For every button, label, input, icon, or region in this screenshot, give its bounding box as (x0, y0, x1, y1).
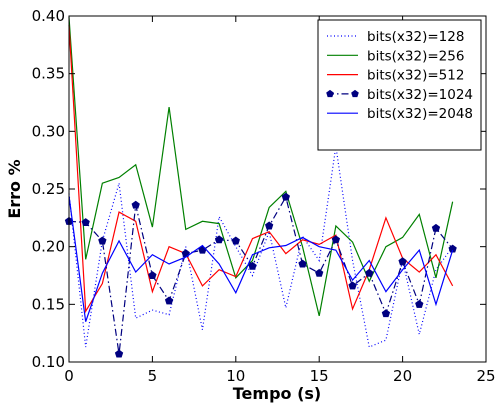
legend-marker (326, 89, 334, 98)
y-tick-label: 0.15 (32, 295, 65, 313)
y-tick-label: 0.35 (32, 65, 65, 83)
series-4-point (81, 218, 90, 226)
series-4-point (298, 259, 307, 268)
legend-box (317, 19, 482, 151)
series-4-point (431, 223, 441, 232)
legend: bits(x32)=128 bits(x32)=256 bits(x32)=512 b… (317, 19, 482, 151)
series-4-point (331, 235, 341, 244)
y-tick-label: 0.10 (32, 353, 65, 371)
series-line-5 (68, 195, 454, 322)
series-4-point (448, 244, 457, 253)
legend-marker (351, 89, 359, 98)
series-line-3 (68, 25, 454, 314)
y-tick-label: 0.30 (32, 122, 65, 140)
x-tick-label: 10 (226, 367, 245, 385)
series-4-point (148, 271, 157, 280)
series-4-point (131, 200, 140, 209)
legend-label-3: bits(x32)=512 (367, 68, 464, 84)
y-tick-label: 0.25 (32, 180, 65, 198)
x-tick-label: 15 (310, 367, 329, 385)
series-4-point (114, 349, 124, 358)
series-4-point (398, 257, 407, 266)
legend-label-5: bits(x32)=2048 (367, 106, 473, 122)
x-tick-label: 25 (476, 367, 495, 385)
x-tick-label: 0 (64, 367, 74, 385)
series-4-point (315, 268, 324, 277)
series-line-4 (68, 195, 454, 355)
series-layer (64, 17, 457, 358)
series-4-point (248, 261, 257, 270)
y-axis-label: Erro % (5, 159, 24, 218)
y-tick-label: 0.20 (32, 238, 65, 256)
y-tick-label: 0.40 (32, 7, 65, 25)
legend-label-4: bits(x32)=1024 (367, 87, 473, 103)
series-line-2 (68, 17, 454, 317)
series-4-point (365, 268, 374, 277)
series-4-point (231, 236, 240, 245)
series-4-point (265, 221, 274, 230)
series-4-point (281, 192, 290, 201)
legend-label-1: bits(x32)=128 (367, 29, 464, 45)
series-4-point (415, 299, 424, 308)
series-4-point (214, 235, 224, 244)
legend-label-2: bits(x32)=256 (367, 48, 464, 64)
x-tick-label: 5 (148, 367, 158, 385)
series-4-point (348, 281, 357, 290)
ticks-layer: 0 5 10 15 20 25 0.10 0.15 0.20 0.25 0.30 0.35 0.40 (32, 7, 495, 385)
series-4-point (164, 296, 174, 305)
series-4-point (98, 236, 107, 245)
series-4-point (381, 309, 391, 318)
x-axis-label: Tempo (s) (233, 384, 321, 403)
x-tick-label: 20 (393, 367, 412, 385)
